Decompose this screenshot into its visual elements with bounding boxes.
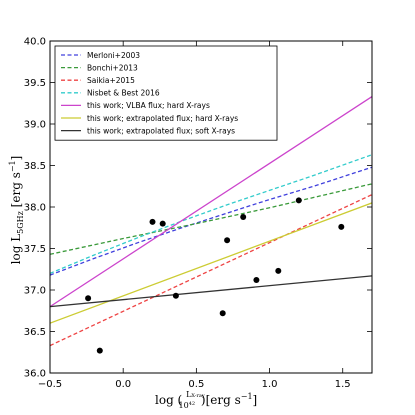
- x-tick-label: 1.5: [335, 379, 351, 390]
- x-tick-label: −0.5: [38, 379, 62, 390]
- series-line-1: [50, 183, 372, 255]
- series-line-2: [50, 194, 372, 347]
- data-point: [253, 277, 260, 283]
- legend-entry: this work; extrapolated flux; hard X-ray…: [87, 114, 238, 123]
- y-tick-label: 38.0: [24, 203, 46, 214]
- data-point: [159, 220, 166, 227]
- y-tick-label: 40.0: [24, 37, 46, 48]
- axis-ticks: −0.5 0.0 0.5 1.0 1.5 36.0 36.5 37.0 37.5 38.0 38.5…: [24, 37, 372, 390]
- y-tick-label: 36.5: [24, 327, 46, 338]
- data-point: [149, 218, 156, 225]
- y-tick-label: 36.0: [24, 369, 46, 380]
- data-point: [224, 237, 231, 244]
- x-axis-label: log ( LX-ray 1042 )[erg s−1]: [155, 386, 257, 410]
- legend-entry: Saikia+2015: [87, 76, 135, 85]
- data-point: [240, 214, 247, 220]
- series-line-0: [50, 166, 372, 276]
- legend-entry: Bonchi+2013: [87, 63, 138, 72]
- x-tick-label: 0.0: [115, 379, 131, 390]
- data-point: [96, 347, 103, 354]
- y-axis-label: log L5GHz [erg s−1]: [8, 156, 25, 265]
- y-tick-label: 39.5: [24, 78, 46, 89]
- data-points: [85, 197, 345, 354]
- y-tick-label: 38.5: [24, 161, 46, 172]
- series-lines: [50, 96, 372, 347]
- series-line-6: [50, 275, 372, 308]
- legend-entry: this work; extrapolated flux; soft X-ray…: [87, 126, 235, 135]
- legend-entry: Merloni+2003: [87, 51, 140, 60]
- y-tick-label: 37.5: [24, 244, 46, 255]
- x-tick-label: 0.5: [188, 379, 204, 390]
- legend-box: [54, 45, 278, 141]
- data-point: [338, 223, 345, 230]
- legend-entry: this work; VLBA flux; hard X-rays: [87, 101, 210, 110]
- data-point: [275, 267, 282, 274]
- series-line-5: [50, 202, 372, 324]
- series-line-4: [50, 96, 372, 308]
- y-tick-label: 39.0: [24, 120, 46, 131]
- data-point: [172, 292, 179, 299]
- data-point: [295, 197, 302, 204]
- series-line-3: [50, 154, 372, 274]
- legend: Merloni+2003 Bonchi+2013 Saikia+2015 Nisbet…: [54, 45, 278, 141]
- x-tick-label: 1.0: [262, 379, 278, 390]
- y-tick-label: 37.0: [24, 286, 46, 297]
- legend-entry: Nisbet & Best 2016: [87, 89, 160, 98]
- data-point: [85, 295, 92, 302]
- data-point: [219, 310, 226, 317]
